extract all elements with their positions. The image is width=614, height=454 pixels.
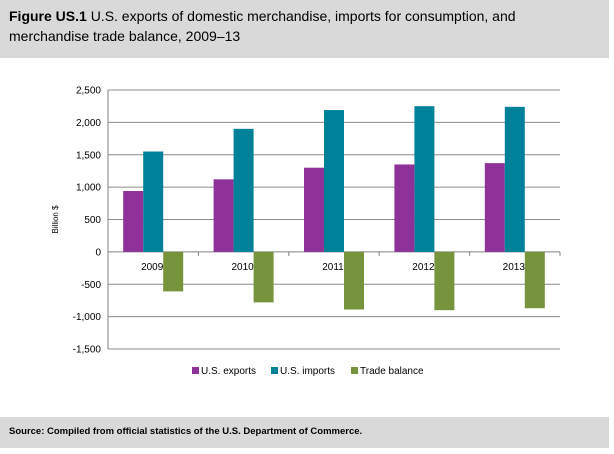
figure-title: Figure US.1 U.S. exports of domestic mer… [9,6,599,46]
legend-swatch [351,367,358,374]
x-category-label: 2009 [141,262,164,273]
y-tick-label: -500 [81,280,101,291]
figure-header: Figure US.1 U.S. exports of domestic mer… [0,0,609,58]
y-tick-label: 2,500 [76,86,101,97]
figure-source: Source: Compiled from official statistic… [9,426,363,437]
y-tick-label: 2,000 [76,118,101,129]
y-tick-label: 0 [95,247,101,258]
x-category-label: 2010 [231,262,254,273]
bar-u-s-exports-2009 [123,191,144,252]
y-tick-label: -1,500 [73,345,102,356]
bar-u-s-imports-2010 [233,128,254,252]
bar-trade-balance-2012 [434,251,455,311]
bar-u-s-imports-2012 [414,106,435,252]
bar-trade-balance-2009 [163,251,184,292]
bar-trade-balance-2013 [524,251,545,309]
bar-u-s-exports-2011 [304,167,324,252]
legend-label: U.S. exports [201,366,256,377]
figure-label: Figure US.1 [9,8,87,24]
chart-area: 2,500 2,000 1,500 1,000 500 0 -500 -1,000 -1,500… [0,58,609,417]
figure-title-text: U.S. exports of domestic merchandise, im… [9,8,516,44]
bar-u-s-exports-2013 [484,163,505,252]
x-category-label: 2011 [322,262,344,273]
x-category-label: 2012 [412,262,435,273]
bar-trade-balance-2010 [253,251,274,303]
bar-u-s-exports-2010 [213,179,234,252]
bar-u-s-imports-2013 [504,106,525,252]
x-category-label: 2013 [503,262,526,273]
y-tick-label: -1,000 [73,312,102,323]
y-tick-label: 1,500 [76,150,101,161]
y-tick-label: 1,000 [76,183,101,194]
y-tick-label: 500 [84,215,101,226]
legend-label: Trade balance [360,366,424,377]
bar-u-s-exports-2012 [394,164,415,252]
legend-swatch [192,367,199,374]
bar-chart: 2,500 2,000 1,500 1,000 500 0 -500 -1,000 -1,500… [51,86,561,377]
bar-u-s-imports-2009 [143,151,164,252]
bar-u-s-imports-2011 [324,110,344,252]
legend-swatch [271,367,278,374]
bar-trade-balance-2011 [344,251,364,310]
figure-footer: Source: Compiled from official statistic… [0,417,609,448]
legend-label: U.S. imports [280,366,335,377]
y-axis-label: Billion $ [51,205,60,234]
